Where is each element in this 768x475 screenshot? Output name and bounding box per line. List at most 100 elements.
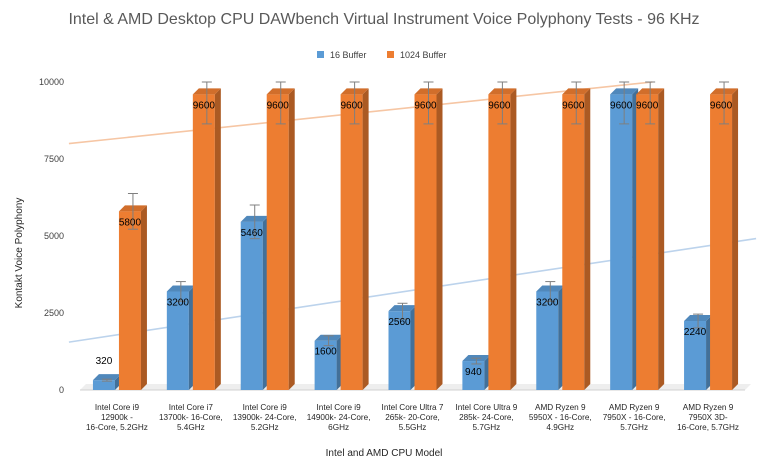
bar-front-16-buffer	[166, 291, 189, 390]
bar-1024-buffer	[340, 88, 369, 390]
y-tick-label: 5000	[44, 231, 64, 241]
bar-1024-buffer	[414, 88, 443, 390]
bar-top-16-buffer	[92, 374, 121, 381]
x-tick-label-line: Intel Core i9	[95, 403, 140, 412]
bar-side-1024-buffer	[510, 88, 517, 390]
x-tick-label-line: 12900k -	[101, 413, 133, 422]
x-tick-label-line: 285k- 24-Core,	[459, 413, 514, 422]
bar-front-16-buffer	[536, 291, 559, 390]
error-bar-1024-buffer	[275, 81, 286, 125]
x-tick-label-line: 265k- 20-Core,	[385, 413, 440, 422]
bar-side-1024-buffer	[584, 88, 591, 390]
error-bar-1024-buffer	[571, 81, 582, 125]
data-label-1024-buffer: 9600	[488, 100, 511, 111]
x-tick-label: Intel Core Ultra 7 265k- 20-Core, 5.5GHz	[382, 403, 444, 432]
x-tick-label-line: 6GHz	[328, 423, 349, 432]
bar-side-1024-buffer	[436, 88, 443, 390]
x-axis-categories: Intel Core i9 12900k -16-Core, 5.2GHzInte…	[86, 403, 739, 432]
x-tick-label-line: 5.4GHz	[177, 423, 205, 432]
x-tick-label: AMD Ryzen 9 7950X - 16-Core, 5.7GHz	[603, 403, 666, 432]
x-tick-label-line: Intel Core Ultra 7	[382, 403, 444, 412]
bar-side-1024-buffer	[288, 88, 295, 390]
data-label-1024-buffer: 5800	[119, 217, 142, 228]
bar-front-16-buffer	[610, 94, 633, 390]
bar-front-1024-buffer	[266, 94, 289, 390]
x-tick-label-line: 5.7GHz	[620, 423, 648, 432]
data-label-1024-buffer: 9600	[636, 100, 659, 111]
error-bar-16-buffer	[693, 313, 704, 329]
y-tick-label: 10000	[39, 77, 64, 87]
bar-1024-buffer	[266, 88, 295, 390]
x-tick-label: Intel Core i9 14900k- 24-Core, 6GHz	[307, 403, 371, 432]
error-bar-1024-buffer	[423, 81, 434, 125]
y-tick-label: 0	[59, 385, 64, 395]
legend-label-16-buffer: 16 Buffer	[330, 50, 366, 60]
error-bar-1024-buffer	[349, 81, 360, 125]
legend-swatch-1024-buffer	[387, 51, 394, 58]
error-bar-1024-buffer	[645, 81, 656, 125]
bar-side-1024-buffer	[214, 88, 221, 390]
bar-front-1024-buffer	[118, 211, 141, 390]
data-label-16-buffer: 2560	[388, 317, 411, 328]
bar-1024-buffer	[562, 88, 591, 390]
x-tick-label-line: AMD Ryzen 9	[609, 403, 660, 412]
data-labels: 320 3200 5460 1600 2560 940 3200 9600 2240 5800 96…	[96, 100, 733, 378]
error-bar-16-buffer	[619, 81, 630, 125]
data-label-16-buffer: 3200	[167, 297, 190, 308]
x-tick-label: AMD Ryzen 9 7950X 3D-16-Core, 5.7GHz	[677, 403, 739, 432]
data-label-1024-buffer: 9600	[267, 100, 290, 111]
bar-front-1024-buffer	[414, 94, 437, 390]
x-tick-label-line: 13900k- 24-Core,	[233, 413, 297, 422]
bar-1024-buffer	[192, 88, 221, 390]
bar-front-1024-buffer	[340, 94, 363, 390]
y-tick-label: 2500	[44, 308, 64, 318]
data-label-16-buffer: 3200	[536, 297, 559, 308]
bars	[92, 88, 739, 390]
x-tick-label-line: Intel Core i9	[243, 403, 288, 412]
bar-1024-buffer	[710, 88, 739, 390]
bar-16-buffer	[314, 334, 343, 390]
x-tick-label-line: Intel Core i9	[317, 403, 362, 412]
bar-side-1024-buffer	[732, 88, 739, 390]
bar-1024-buffer	[488, 88, 517, 390]
error-bar-16-buffer	[175, 281, 186, 302]
x-tick-label-line: 5.7GHz	[473, 423, 501, 432]
bar-front-1024-buffer	[710, 94, 733, 390]
y-axis-ticks: 0 2500 5000 7500 10000	[39, 77, 64, 395]
bar-1024-buffer	[118, 205, 147, 390]
x-tick-label: Intel Core i7 13700k- 16-Core, 5.4GHz	[159, 403, 223, 432]
bar-front-1024-buffer	[562, 94, 585, 390]
bar-front-16-buffer	[684, 321, 707, 390]
bar-front-16-buffer	[462, 361, 485, 390]
x-tick-label-line: 5950X - 16-Core,	[529, 413, 592, 422]
bar-front-1024-buffer	[192, 94, 215, 390]
x-axis-title: Intel and AMD CPU Model	[326, 448, 443, 459]
x-tick-label-line: 14900k- 24-Core,	[307, 413, 371, 422]
data-label-16-buffer: 9600	[610, 100, 633, 111]
error-bar-1024-buffer	[497, 81, 508, 125]
bar-side-1024-buffer	[658, 88, 665, 390]
error-bar-16-buffer	[397, 302, 408, 320]
chart-title: Intel & AMD Desktop CPU DAWbench Virtual…	[68, 11, 699, 28]
legend: 16 Buffer 1024 Buffer	[317, 50, 446, 60]
x-tick-label-line: 16-Core, 5.7GHz	[677, 423, 739, 432]
data-label-16-buffer: 1600	[314, 347, 337, 358]
error-bar-16-buffer	[545, 281, 556, 302]
data-label-1024-buffer: 9600	[340, 100, 363, 111]
bar-front-1024-buffer	[636, 94, 659, 390]
bar-front-16-buffer	[240, 221, 263, 390]
data-label-16-buffer: 940	[465, 367, 482, 378]
bar-front-16-buffer	[388, 311, 411, 390]
legend-label-1024-buffer: 1024 Buffer	[400, 50, 446, 60]
x-tick-label-line: Intel Core Ultra 9	[455, 403, 517, 412]
data-label-16-buffer: 5460	[241, 228, 264, 239]
y-tick-label: 7500	[44, 154, 64, 164]
data-label-1024-buffer: 9600	[710, 100, 733, 111]
error-bar-1024-buffer	[719, 81, 730, 125]
x-tick-label-line: 16-Core, 5.2GHz	[86, 423, 148, 432]
x-tick-label-line: 13700k- 16-Core,	[159, 413, 223, 422]
data-label-16-buffer: 320	[96, 356, 113, 367]
bar-front-16-buffer	[314, 340, 337, 390]
error-bar-16-buffer	[249, 204, 260, 240]
